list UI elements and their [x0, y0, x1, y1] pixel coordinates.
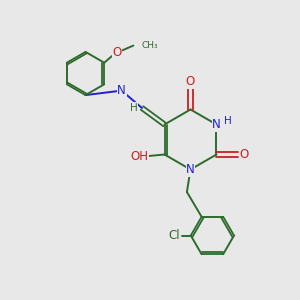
Text: N: N: [117, 84, 126, 97]
Text: O: O: [112, 46, 122, 59]
Text: N: N: [212, 118, 221, 131]
Text: O: O: [239, 148, 249, 161]
Text: N: N: [186, 163, 195, 176]
Text: O: O: [186, 75, 195, 88]
Text: Cl: Cl: [169, 229, 180, 242]
Text: H: H: [224, 116, 232, 126]
Text: OH: OH: [130, 149, 148, 163]
Text: CH₃: CH₃: [142, 41, 158, 50]
Text: H: H: [130, 103, 137, 113]
